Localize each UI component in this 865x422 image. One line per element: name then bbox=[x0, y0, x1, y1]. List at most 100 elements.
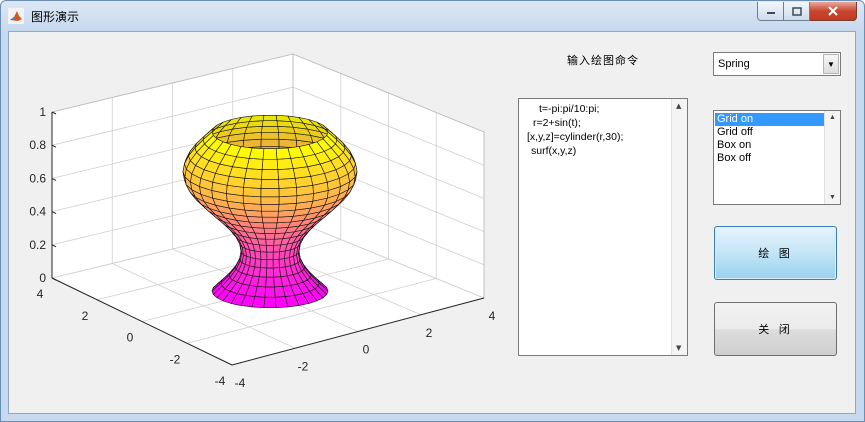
surface-patch bbox=[275, 147, 292, 160]
surface-patch bbox=[244, 168, 263, 180]
command-line: r=2+sin(t); bbox=[533, 117, 581, 129]
scroll-down-icon[interactable]: ▼ bbox=[829, 194, 836, 201]
x-tick-label: 0 bbox=[363, 343, 370, 357]
dropdown-button[interactable]: ▼ bbox=[823, 54, 839, 74]
figure-client-area: 0 0.2 0.4 0.6 0.8 1 4 2 0 -2 -4 -4 -2 0 2 4 输入绘图命令 t=-p… bbox=[8, 31, 856, 414]
z-tick-label: 0.2 bbox=[29, 238, 46, 252]
x-axis-line bbox=[231, 297, 485, 366]
y-axis-line bbox=[51, 277, 233, 366]
maximize-button[interactable] bbox=[784, 2, 810, 21]
surface-patch bbox=[261, 120, 279, 127]
colormap-value: Spring bbox=[718, 58, 750, 70]
surface-patch bbox=[260, 251, 268, 260]
surface-patch bbox=[242, 195, 262, 205]
surface-patch bbox=[254, 258, 262, 268]
z-tick-label: 0.8 bbox=[29, 138, 46, 152]
command-textbox[interactable]: t=-pi:pi/10:pi; r=2+sin(t); [x,y,z]=cylind… bbox=[518, 98, 688, 356]
surface-patch bbox=[266, 259, 274, 269]
list-item[interactable]: Box on bbox=[717, 139, 752, 151]
tick-mark bbox=[51, 144, 57, 148]
y-tick-label: -4 bbox=[215, 374, 226, 388]
surface-patch bbox=[278, 177, 297, 189]
surface-patch bbox=[254, 250, 262, 260]
surface-patch bbox=[260, 179, 280, 189]
surface-patch bbox=[262, 148, 278, 160]
y-tick-label: 4 bbox=[37, 287, 44, 301]
tick-mark bbox=[51, 177, 57, 181]
surface-patch bbox=[260, 138, 280, 147]
close-window-button[interactable] bbox=[810, 2, 857, 21]
surface-patch bbox=[264, 233, 276, 240]
surface-patch bbox=[242, 138, 262, 149]
options-scrollbar[interactable]: ▲ ▼ bbox=[824, 111, 840, 204]
surface-patch bbox=[261, 216, 279, 224]
y-tick-label: -2 bbox=[170, 352, 181, 366]
command-line: [x,y,z]=cylinder(r,30); bbox=[527, 131, 624, 143]
minimize-button[interactable] bbox=[757, 2, 784, 21]
surface-patch bbox=[272, 244, 282, 253]
command-label: 输入绘图命令 bbox=[567, 54, 639, 67]
surface-patch bbox=[278, 258, 286, 268]
x-tick-label: 4 bbox=[489, 309, 496, 323]
z-tick-label: 0.4 bbox=[29, 205, 46, 219]
x-tick-label: -4 bbox=[235, 376, 246, 390]
draw-button[interactable]: 绘 图 bbox=[714, 226, 837, 280]
surface-patch bbox=[272, 267, 282, 278]
scroll-up-icon[interactable]: ▲ bbox=[676, 102, 682, 110]
window-title: 图形演示 bbox=[31, 10, 80, 24]
title-bar[interactable]: 图形演示 bbox=[1, 1, 864, 31]
surface-patch bbox=[248, 147, 265, 160]
surface-patch bbox=[260, 132, 280, 140]
y-tick-label: 2 bbox=[82, 309, 89, 323]
surface-patch bbox=[264, 286, 276, 298]
surface-patch bbox=[277, 168, 296, 180]
surface-patch bbox=[246, 158, 264, 170]
surface-patch bbox=[265, 238, 275, 246]
surface-patch bbox=[276, 158, 294, 170]
surface-patch bbox=[261, 125, 279, 133]
close-button[interactable]: 关 闭 bbox=[714, 302, 837, 356]
surface-patch bbox=[265, 276, 275, 288]
surface-patch bbox=[258, 267, 268, 278]
options-listbox[interactable]: Grid on Grid off Box on Box off ▲ ▼ bbox=[713, 110, 841, 205]
command-line: t=-pi:pi/10:pi; bbox=[539, 103, 600, 115]
list-item[interactable]: Box off bbox=[717, 152, 752, 164]
list-item[interactable]: Grid on bbox=[715, 113, 825, 126]
scroll-up-icon[interactable]: ▲ bbox=[829, 114, 836, 121]
tick-mark bbox=[51, 244, 57, 248]
grid-line bbox=[186, 278, 437, 344]
plot-axes[interactable]: 0 0.2 0.4 0.6 0.8 1 4 2 0 -2 -4 -4 -2 0 2 4 bbox=[9, 32, 509, 415]
surface-patch bbox=[272, 258, 280, 269]
chevron-down-icon: ▼ bbox=[827, 59, 835, 69]
surface-patch bbox=[278, 250, 286, 260]
surface-patch bbox=[260, 188, 280, 198]
matlab-icon bbox=[8, 8, 24, 24]
tick-mark bbox=[51, 277, 57, 281]
surface-patch bbox=[272, 251, 280, 260]
scroll-down-icon[interactable]: ▼ bbox=[676, 344, 682, 352]
surface-patch bbox=[260, 258, 268, 269]
z-tick-label: 0 bbox=[39, 271, 46, 285]
colormap-select[interactable]: Spring ▼ bbox=[713, 52, 841, 76]
surface-patch bbox=[261, 158, 279, 170]
surface-patch bbox=[278, 195, 298, 205]
x-tick-label: 2 bbox=[426, 326, 433, 340]
command-scrollbar[interactable]: ▲ ▼ bbox=[671, 99, 687, 355]
minimize-icon bbox=[766, 12, 775, 14]
command-line: surf(x,y,z) bbox=[531, 145, 577, 157]
surface-patch bbox=[261, 210, 279, 218]
surface-patch bbox=[262, 114, 278, 121]
command-lines: t=-pi:pi/10:pi; r=2+sin(t); [x,y,z]=cylind… bbox=[519, 102, 671, 158]
surface-patch bbox=[278, 187, 298, 198]
maximize-icon bbox=[791, 6, 802, 16]
surface-patch bbox=[258, 244, 268, 253]
surface-patch bbox=[260, 196, 280, 205]
list-item[interactable]: Grid off bbox=[717, 126, 753, 138]
surface-patch bbox=[278, 138, 298, 149]
tick-mark bbox=[51, 211, 57, 215]
surface-patch bbox=[260, 204, 280, 212]
surface-patch bbox=[262, 222, 278, 229]
surface-patch bbox=[266, 244, 274, 253]
z-tick-label: 1 bbox=[39, 105, 46, 119]
